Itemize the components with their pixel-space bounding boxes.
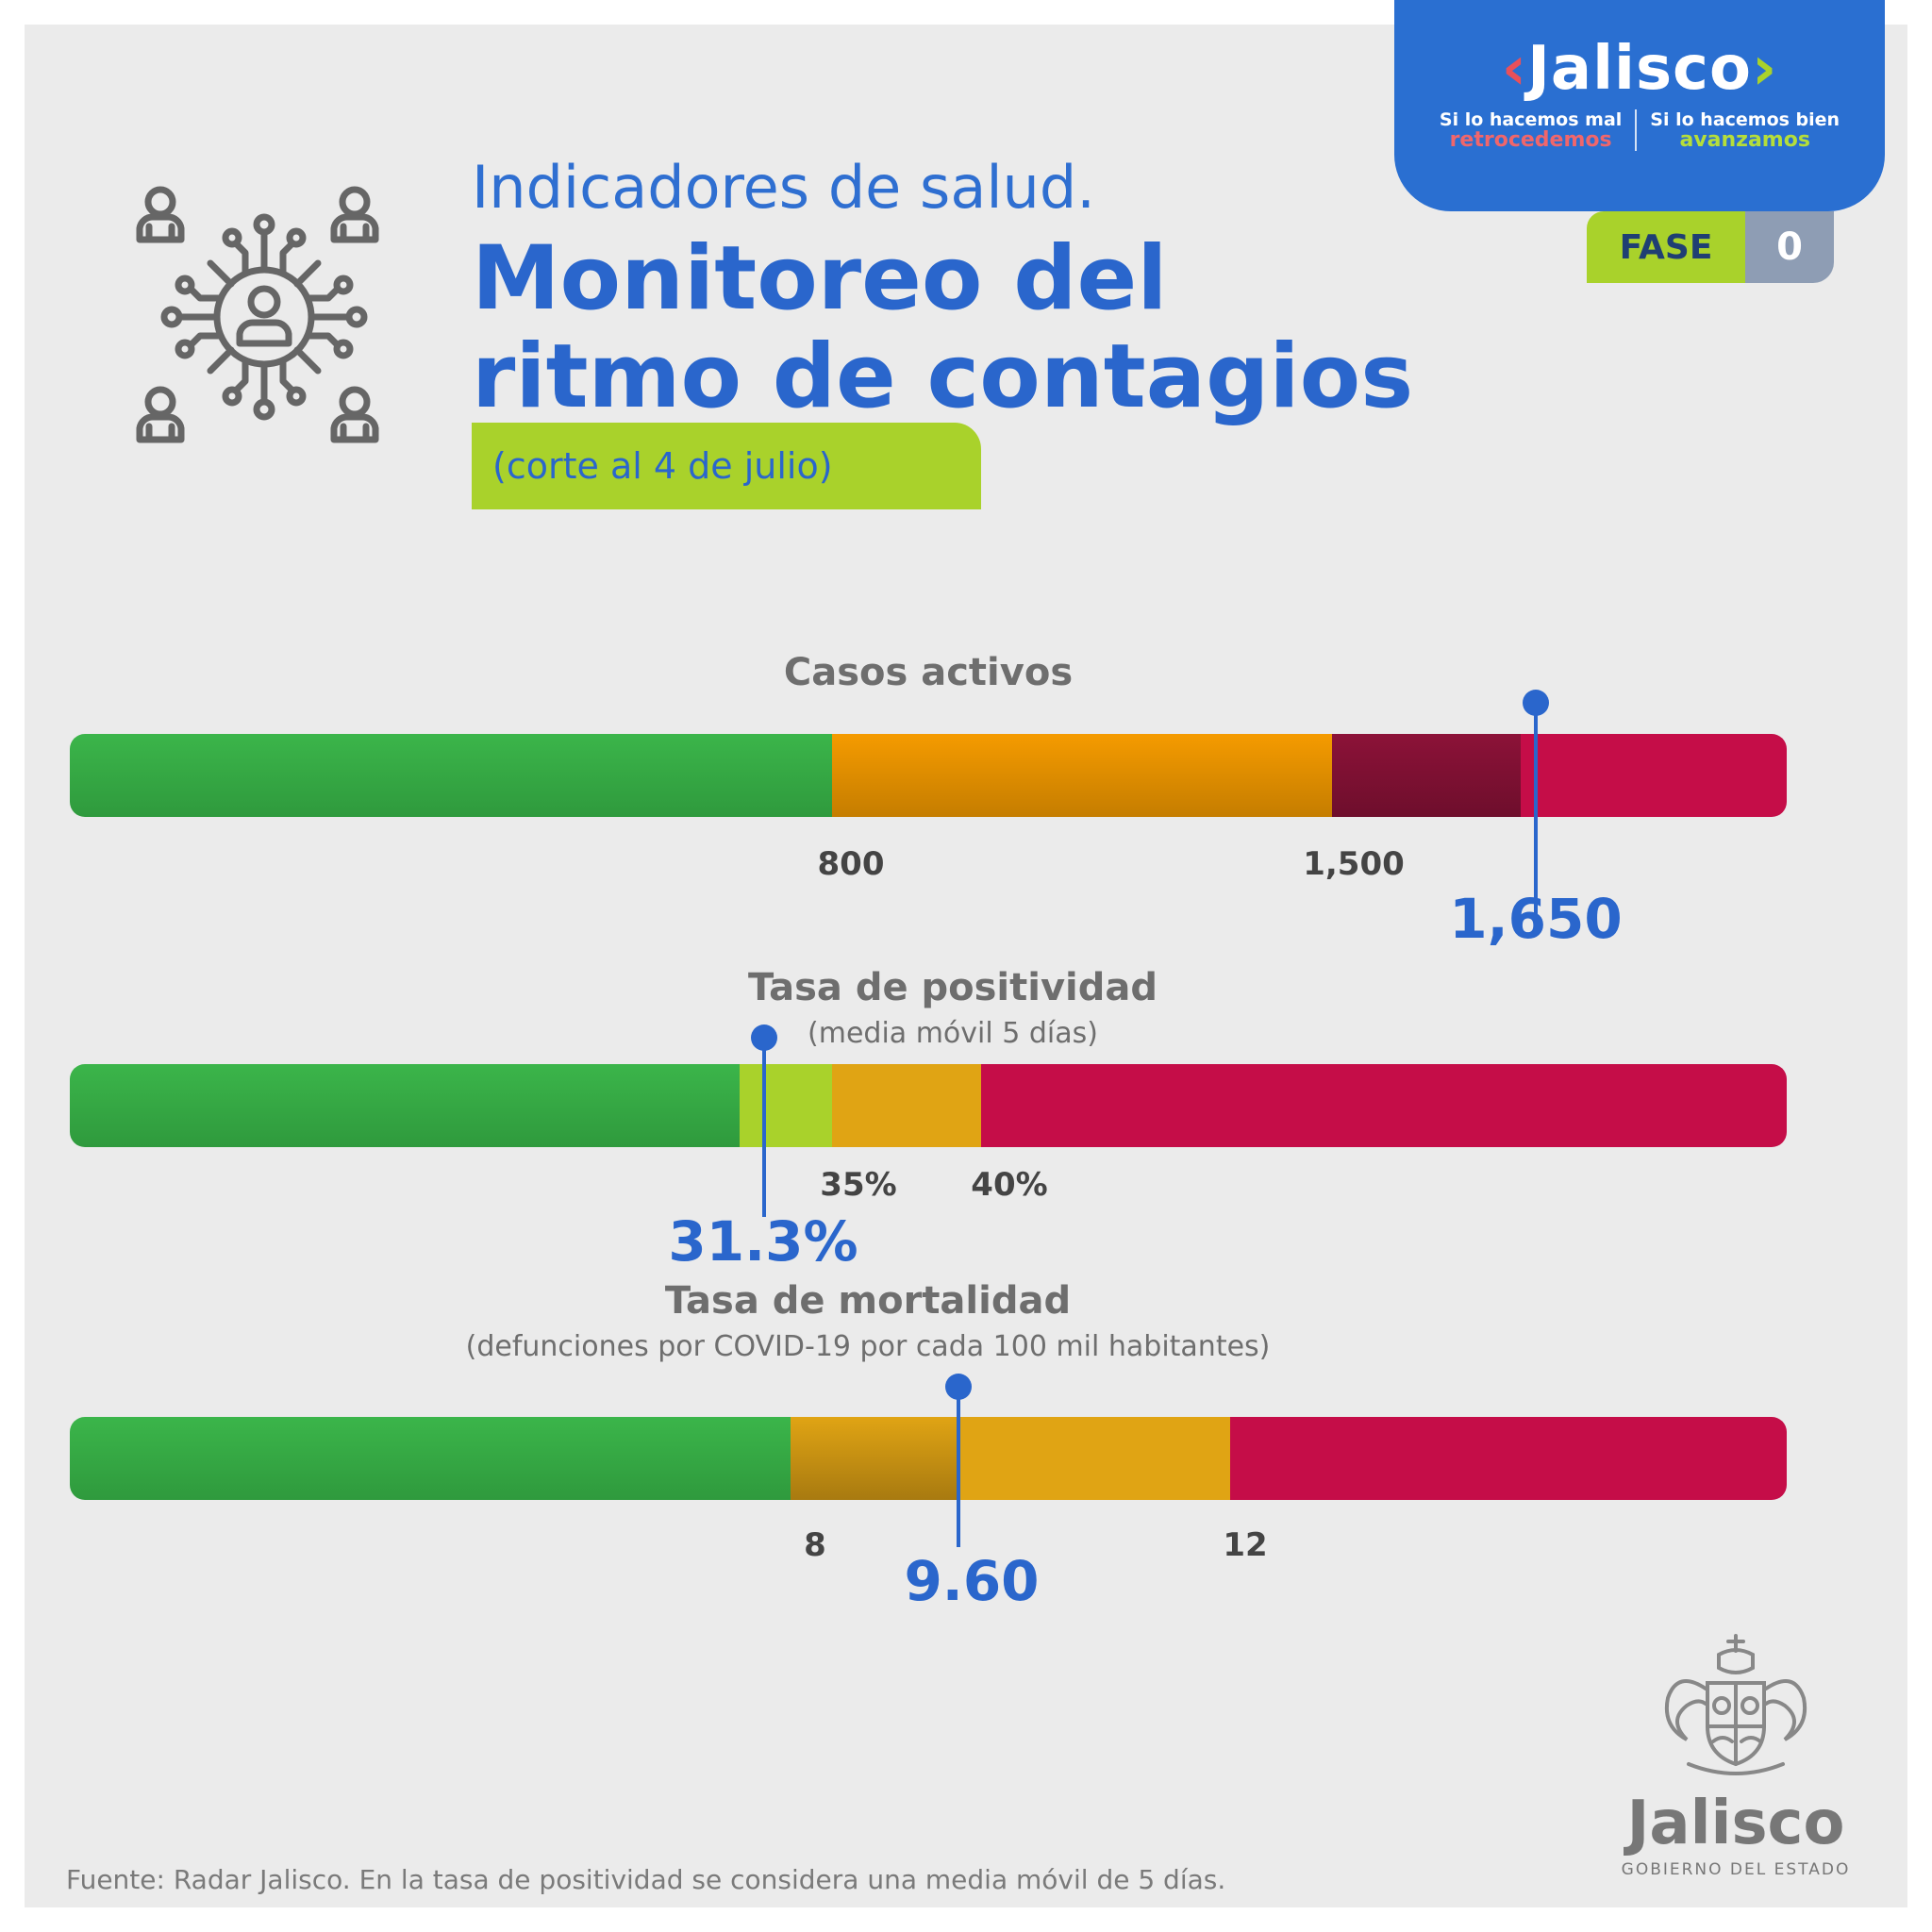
- indicator-value: 31.3%: [668, 1209, 858, 1274]
- indicator-title: Tasa de mortalidad: [664, 1279, 1072, 1323]
- tagline-divider: [1635, 109, 1638, 151]
- jalisco-coat-of-arms-icon: [1665, 1634, 1807, 1775]
- tick-label: 12: [1223, 1526, 1268, 1564]
- tagline-bad-line1: Si lo hacemos mal: [1439, 109, 1623, 130]
- tagline-bad: Si lo hacemos mal retrocedemos: [1440, 109, 1622, 151]
- bar-segment-green: [70, 1064, 740, 1147]
- chevron-right-icon: ›: [1751, 34, 1778, 104]
- jalisco-logo: ‹Jalisco›: [1432, 34, 1847, 104]
- bar-segment-dark-red: [1332, 734, 1521, 817]
- bar-segment-red: [1521, 734, 1787, 817]
- jalisco-campaign-badge: ‹Jalisco› Si lo hacemos mal retrocedemos…: [1394, 0, 1885, 211]
- bar-segment-amber: [960, 1417, 1230, 1500]
- bar-segment-red: [981, 1064, 1787, 1147]
- indicator-value: 1,650: [1449, 887, 1623, 951]
- jalisco-logo-text: Jalisco: [1527, 34, 1752, 104]
- source-note: Fuente: Radar Jalisco. En la tasa de pos…: [66, 1864, 1226, 1895]
- bar-segment-amber: [832, 1064, 981, 1147]
- tick-label: 800: [817, 845, 885, 883]
- phase-badge: FASE 0: [1587, 211, 1834, 283]
- phase-label: FASE: [1587, 211, 1745, 283]
- phase-number: 0: [1745, 211, 1834, 283]
- tick-label: 35%: [820, 1166, 897, 1204]
- indicator-value: 9.60: [904, 1549, 1040, 1613]
- page-title: Monitoreo del ritmo de contagios: [472, 230, 1413, 426]
- bar-segment-red: [1230, 1417, 1787, 1500]
- bar-segment-green: [70, 734, 832, 817]
- value-marker-line: [762, 1038, 766, 1217]
- page-title-line2: ritmo de contagios: [472, 325, 1414, 428]
- cutoff-pill: (corte al 4 de julio): [472, 423, 981, 509]
- government-wordmark: Jalisco: [1626, 1789, 1845, 1858]
- tick-label: 8: [804, 1526, 826, 1564]
- value-marker-line: [957, 1387, 960, 1547]
- background-panel: [25, 25, 1907, 1907]
- tagline-good: Si lo hacemos bien avanzamos: [1650, 109, 1840, 151]
- indicator-subtitle: (defunciones por COVID-19 por cada 100 m…: [465, 1330, 1271, 1363]
- bar-segment-green: [70, 1417, 791, 1500]
- bar-segment-amber-dark: [791, 1417, 960, 1500]
- tagline-good-line1: Si lo hacemos bien: [1650, 109, 1840, 130]
- indicator-title: Casos activos: [783, 651, 1074, 694]
- bar-segment-light-green: [740, 1064, 832, 1147]
- tagline-bad-line2: retrocedemos: [1449, 128, 1612, 152]
- tasa-positividad-bar: [70, 1064, 1787, 1147]
- people-network-icon: [136, 186, 379, 443]
- cutoff-date: (corte al 4 de julio): [492, 445, 833, 487]
- page-title-line1: Monitoreo del: [472, 227, 1168, 330]
- indicator-title: Tasa de positividad: [747, 966, 1158, 1009]
- indicator-subtitle: (media móvil 5 días): [808, 1017, 1098, 1050]
- tagline-good-line2: avanzamos: [1679, 128, 1810, 152]
- tick-label: 40%: [971, 1166, 1048, 1204]
- chevron-left-icon: ‹: [1501, 34, 1528, 104]
- casos-activos-bar: [70, 734, 1787, 817]
- tasa-mortalidad-bar: [70, 1417, 1787, 1500]
- tick-label: 1,500: [1303, 845, 1405, 883]
- value-marker-line: [1534, 703, 1538, 918]
- badge-taglines: Si lo hacemos mal retrocedemos Si lo hac…: [1432, 109, 1847, 151]
- government-subtitle: GOBIERNO DEL ESTADO: [1621, 1860, 1851, 1879]
- bar-segment-orange: [832, 734, 1332, 817]
- header-subtitle: Indicadores de salud.: [472, 153, 1095, 222]
